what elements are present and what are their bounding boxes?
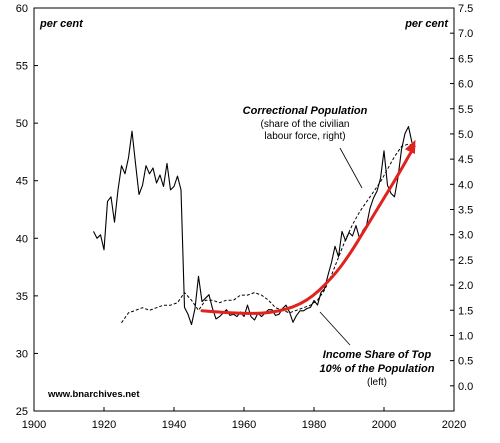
right-tick-label: 4.5 [458,154,473,166]
x-tick-label: 1900 [22,419,46,431]
left-tick-label: 45 [16,176,28,188]
right-tick-label: 4.0 [458,179,473,191]
x-tick-label: 1980 [302,419,326,431]
series-layer [93,126,416,326]
right-tick-label: 5.5 [458,104,473,116]
left-tick-label: 50 [16,118,28,130]
income-share-line [93,126,413,326]
x-tick-label: 2020 [442,419,466,431]
right-tick-label: 1.0 [458,330,473,342]
credit-text: www.bnarchives.net [47,389,140,400]
correctional-pointer [339,147,363,189]
right-tick-label: 6.5 [458,53,473,65]
income-label-1: Income Share of Top [323,349,432,361]
right-tick-label: 3.5 [458,205,473,217]
income-pointer [319,311,351,346]
trend-arrow-head [404,139,416,154]
x-axis: 1900 1920 1940 1960 1980 2000 2020 [22,407,466,431]
right-tick-label: 3.0 [458,230,473,242]
right-tick-label: 7.5 [458,3,473,15]
left-tick-label: 60 [16,3,28,15]
x-tick-label: 1960 [232,419,256,431]
right-tick-label: 2.5 [458,255,473,267]
correctional-title: Correctional Population [243,105,368,117]
right-y-axis: 0.0 0.5 1.0 1.5 2.0 2.5 3.0 3.5 4.0 4.5 5.0 5.5 6.0 6… [450,3,473,393]
left-tick-label: 30 [16,348,28,360]
right-tick-label: 0.0 [458,381,473,393]
correctional-population-line [121,143,416,324]
income-label-3: (left) [367,377,387,388]
income-label-2: 10% of the Population [320,363,435,375]
left-tick-label: 35 [16,291,28,303]
trend-arrow-shaft [200,148,414,315]
right-tick-label: 1.5 [458,305,473,317]
left-tick-label: 25 [16,406,28,418]
right-unit-label: per cent [404,18,449,30]
right-tick-label: 5.0 [458,129,473,141]
correctional-subtitle-1: (share of the civilian [261,119,350,130]
left-tick-label: 55 [16,61,28,73]
x-tick-label: 2000 [372,419,396,431]
correctional-subtitle-2: labour force, right) [264,131,345,142]
right-tick-label: 0.5 [458,356,473,368]
x-tick-label: 1920 [92,419,116,431]
x-tick-label: 1940 [162,419,186,431]
left-tick-label: 40 [16,233,28,245]
right-tick-label: 7.0 [458,28,473,40]
right-tick-label: 6.0 [458,79,473,91]
right-tick-label: 2.0 [458,280,473,292]
left-y-axis: 25 30 35 40 45 50 55 60 [16,3,38,418]
left-unit-label: per cent [39,18,84,30]
